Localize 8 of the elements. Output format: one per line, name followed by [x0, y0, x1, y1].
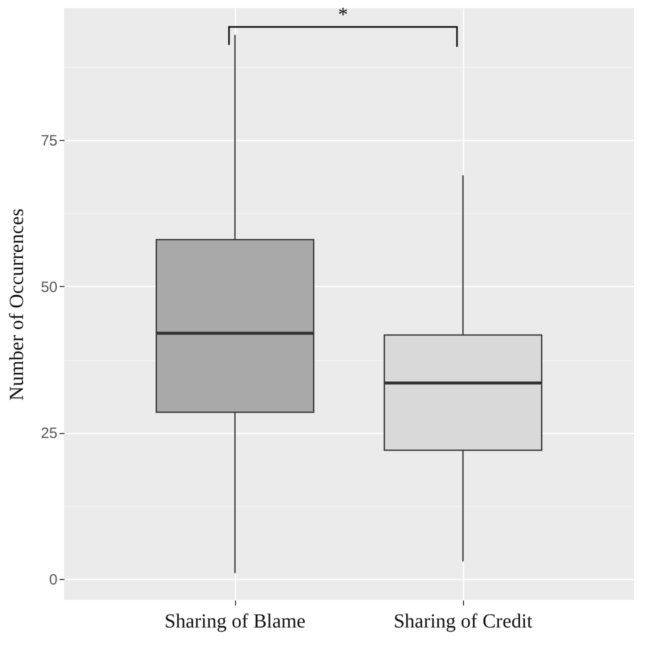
annotation: *: [338, 4, 348, 26]
x-tick-label: Sharing of Blame: [164, 610, 306, 632]
y-tick-label: 75: [40, 132, 58, 150]
x-tick-label: Sharing of Credit: [394, 610, 533, 632]
y-tick-label: 0: [49, 571, 58, 588]
y-tick-label: 50: [40, 278, 58, 296]
y-tick-label: 25: [40, 425, 58, 442]
y-axis-title: Number of Occurrences: [6, 208, 28, 401]
